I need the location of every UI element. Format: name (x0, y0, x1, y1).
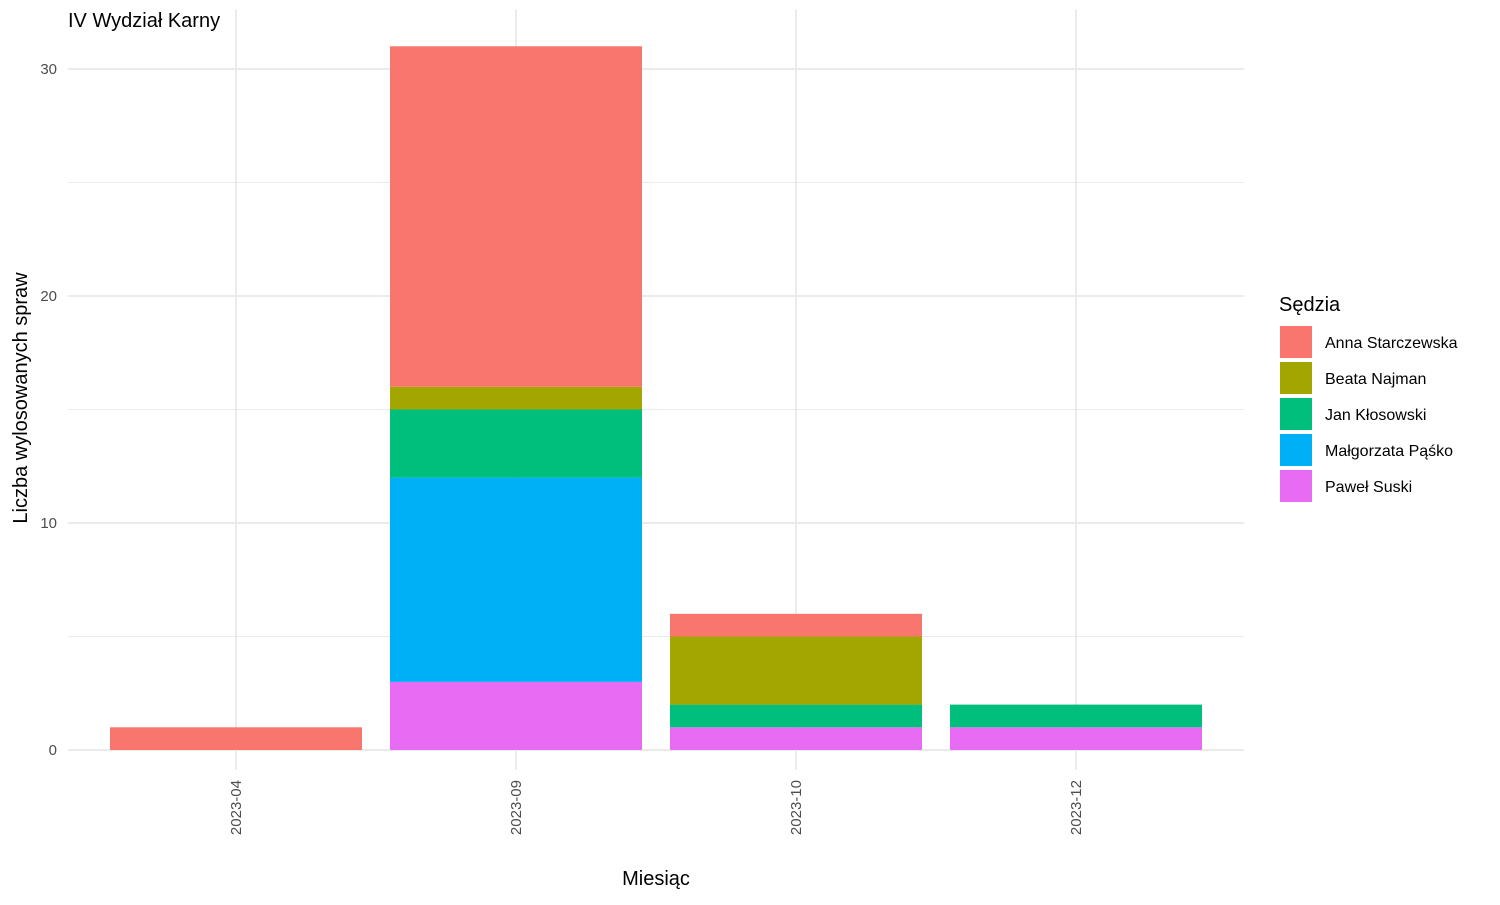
bars-layer (110, 46, 1202, 750)
bar-segment (950, 704, 1202, 728)
legend-swatch (1280, 362, 1312, 394)
x-tick-label: 2023-09 (508, 780, 525, 835)
y-axis: 0 10 20 30 (40, 61, 57, 759)
x-tick-label: 2023-12 (1068, 780, 1085, 835)
chart-title: IV Wydział Karny (68, 10, 220, 32)
x-tick-label: 2023-10 (788, 780, 805, 835)
legend-label: Małgorzata Pąśko (1325, 443, 1453, 460)
bar-segment (670, 613, 922, 637)
y-tick-label: 0 (49, 742, 57, 759)
legend-swatch (1280, 398, 1312, 430)
legend-swatch (1280, 326, 1312, 358)
y-axis-title: Liczba wylosowanych spraw (10, 272, 32, 524)
legend: Sędzia Anna Starczewska Beata Najman Jan K… (1279, 294, 1458, 502)
legend-label: Beata Najman (1325, 371, 1426, 388)
bar-segment (110, 727, 362, 750)
x-axis: 2023-04 2023-09 2023-10 2023-12 (228, 780, 1085, 835)
y-tick-label: 20 (40, 288, 57, 305)
legend-swatch (1280, 434, 1312, 466)
legend-swatch (1280, 470, 1312, 502)
bar-segment (390, 681, 642, 750)
x-axis-title: Miesiąc (622, 868, 690, 890)
legend-label: Paweł Suski (1325, 479, 1412, 496)
bar-segment (390, 386, 642, 410)
bar-segment (670, 636, 922, 705)
bar-segment (670, 727, 922, 750)
legend-label: Jan Kłosowski (1325, 407, 1426, 424)
bar-segment (950, 727, 1202, 750)
grid-layer (68, 10, 1244, 770)
bar-segment (670, 704, 922, 728)
bar-segment (390, 409, 642, 478)
bar-segment (390, 477, 642, 682)
legend-label: Anna Starczewska (1325, 335, 1458, 352)
x-tick-label: 2023-04 (228, 780, 245, 835)
y-tick-label: 30 (40, 61, 57, 78)
y-tick-label: 10 (40, 515, 57, 532)
legend-title: Sędzia (1279, 294, 1341, 316)
bar-segment (390, 46, 642, 387)
